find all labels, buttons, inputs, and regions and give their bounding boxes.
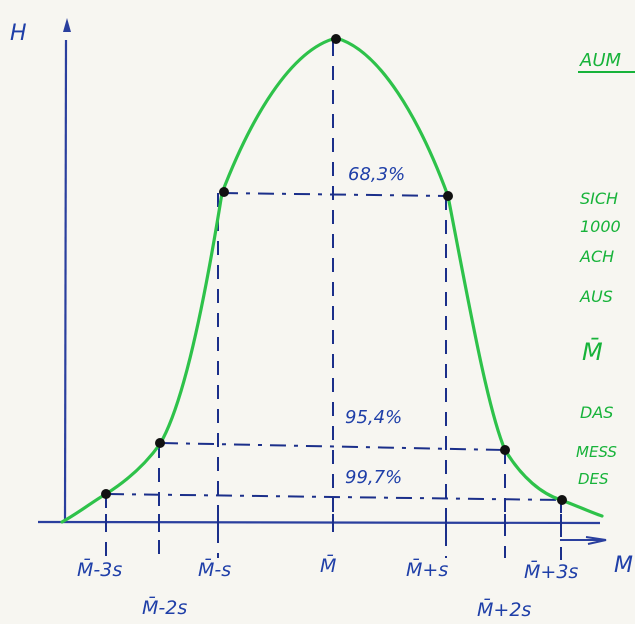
tick-label-minus-3s: M̄-3s xyxy=(77,557,122,581)
x-axis-label: M xyxy=(614,553,633,578)
y-axis-arrow-icon xyxy=(63,18,71,32)
axes: H M xyxy=(10,18,633,578)
y-axis xyxy=(63,39,68,521)
x-axis xyxy=(37,520,601,525)
note-heading: AUM xyxy=(579,50,621,71)
point-minus-s xyxy=(219,187,229,197)
point-plus-3s xyxy=(557,495,567,505)
tick-label-plus-2s: M̄+2s xyxy=(477,597,531,621)
tick-label-minus-s: M̄-s xyxy=(198,557,231,581)
vertical-guides xyxy=(105,42,562,560)
note-line-2: 1000 xyxy=(580,217,621,236)
note-line-3: ACH xyxy=(579,247,614,266)
tick-label-plus-3s: M̄+3s xyxy=(524,559,578,583)
interval-label-68: 68,3% xyxy=(348,164,405,185)
note-line-1: SICH xyxy=(580,189,618,208)
note-line-6: DAS xyxy=(580,403,613,422)
side-notes: AUM SICH 1000 ACH AUS M̄ DAS MESS DES xyxy=(576,50,635,488)
bell-curve xyxy=(60,36,604,524)
y-axis-label: H xyxy=(10,21,27,46)
interval-line-3s xyxy=(107,493,562,501)
tick-label-plus-s: M̄+s xyxy=(406,557,448,581)
point-plus-2s xyxy=(500,445,510,455)
tick-label-mean: M̄ xyxy=(320,553,336,577)
note-line-8: DES xyxy=(578,470,609,488)
point-minus-3s xyxy=(101,489,111,499)
interval-label-99: 99,7% xyxy=(345,467,402,488)
note-line-4: AUS xyxy=(579,287,613,306)
x-axis-arrow-icon xyxy=(585,536,607,545)
x-tick-labels: M̄-3s M̄-2s M̄-s M̄ M̄+s M̄+2s M̄+3s xyxy=(77,553,578,621)
x-ticks xyxy=(105,514,562,532)
point-plus-s xyxy=(443,191,453,201)
curve-points xyxy=(101,34,567,505)
interval-lines xyxy=(107,192,562,501)
interval-line-1s xyxy=(221,192,447,197)
point-minus-2s xyxy=(155,438,165,448)
interval-label-95: 95,4% xyxy=(345,407,402,428)
note-line-5: M̄ xyxy=(582,337,603,366)
interval-labels: 68,3% 95,4% 99,7% xyxy=(345,164,405,488)
point-peak xyxy=(331,34,341,44)
interval-line-2s xyxy=(161,442,506,451)
note-line-7: MESS xyxy=(576,443,617,461)
tick-label-minus-2s: M̄-2s xyxy=(142,595,187,619)
